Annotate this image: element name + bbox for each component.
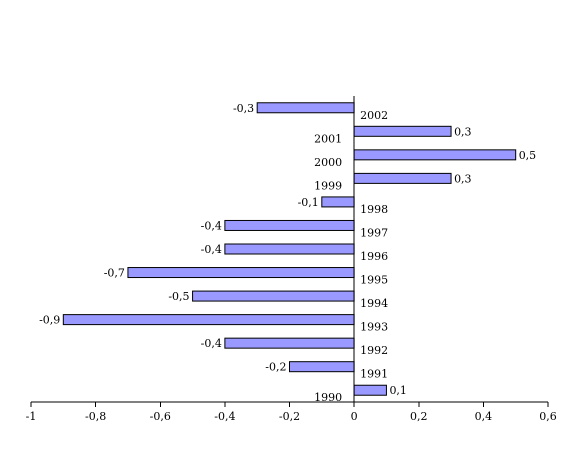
bar-1992	[224, 337, 355, 349]
value-label-1995: -0,7	[104, 267, 125, 280]
bar-1998	[321, 196, 355, 208]
bar-2002	[256, 102, 355, 114]
value-label-1991: -0,2	[265, 361, 286, 374]
bar-1995	[127, 267, 355, 279]
bar-1994	[192, 290, 355, 302]
x-ticks-group: -1 -0,8 -0,6 -0,4 -0,2 0 0,2 0,4 0,6	[26, 402, 557, 423]
value-label-1999: 0,3	[454, 172, 472, 185]
category-labels-group: 1990 1991 1992 1993 1994 1995 1996 1997 1998 1999…	[314, 109, 388, 404]
x-tick-label-0: -1	[26, 410, 37, 423]
x-tick-label-2: -0,6	[150, 410, 171, 423]
value-label-1990: 0,1	[389, 384, 407, 397]
bar-1996	[224, 243, 355, 255]
bars-group	[62, 102, 517, 396]
category-label-1994: 1994	[360, 297, 388, 310]
bar-1999	[353, 172, 452, 184]
category-label-2000: 2000	[314, 156, 342, 169]
category-label-1999: 1999	[314, 179, 342, 192]
x-tick-label-4: -0,2	[279, 410, 300, 423]
value-label-1997: -0,4	[201, 219, 222, 232]
bar-1991	[289, 361, 355, 373]
value-label-2001: 0,3	[454, 125, 472, 138]
category-label-1998: 1998	[360, 203, 388, 216]
x-tick-label-5: 0	[351, 410, 358, 423]
x-tick-label-7: 0,4	[475, 410, 493, 423]
value-label-2000: 0,5	[519, 149, 537, 162]
bar-1993	[62, 314, 355, 326]
category-label-2002: 2002	[360, 109, 388, 122]
value-label-1998: -0,1	[298, 196, 319, 209]
bar-2000	[353, 149, 517, 161]
category-label-1995: 1995	[360, 274, 388, 287]
bar-1997	[224, 219, 355, 231]
bar-2001	[353, 125, 452, 137]
x-tick-label-6: 0,2	[410, 410, 428, 423]
category-label-1992: 1992	[360, 344, 388, 357]
category-label-1996: 1996	[360, 250, 388, 263]
category-label-1993: 1993	[360, 321, 388, 334]
bar-1990	[353, 384, 387, 396]
x-tick-label-8: 0,6	[539, 410, 557, 423]
x-tick-label-3: -0,4	[214, 410, 235, 423]
x-tick-label-1: -0,8	[85, 410, 106, 423]
value-label-1993: -0,9	[39, 314, 60, 327]
value-label-1992: -0,4	[201, 337, 222, 350]
category-label-2001: 2001	[314, 132, 342, 145]
category-label-1990: 1990	[314, 391, 342, 404]
category-label-1997: 1997	[360, 226, 388, 239]
value-label-1994: -0,5	[168, 290, 189, 303]
value-label-2002: -0,3	[233, 102, 254, 115]
value-label-1996: -0,4	[201, 243, 222, 256]
value-labels-group: 0,1 -0,2 -0,4 -0,9 -0,5 -0,7 -0,4 -0,4 -0,1 0,3 0,…	[39, 102, 536, 397]
category-label-1991: 1991	[360, 368, 388, 381]
